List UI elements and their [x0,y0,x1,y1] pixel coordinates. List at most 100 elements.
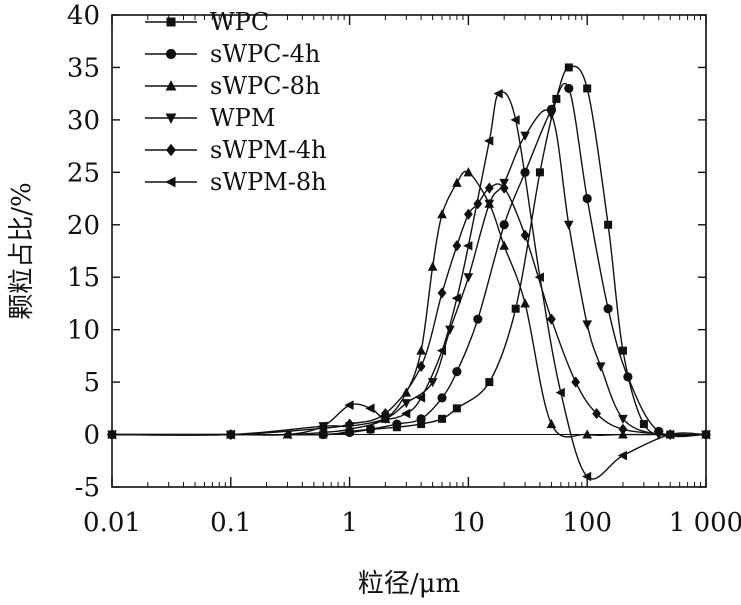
data-point [571,376,581,388]
data-point [563,220,574,230]
series-wpc [108,63,710,439]
data-point [583,84,592,93]
data-point [416,345,426,355]
data-point [535,168,544,177]
x-tick-label: 10 [452,508,485,538]
data-point [452,367,462,377]
x-tick-label: 0.1 [210,508,251,538]
legend-marker [165,113,177,124]
x-tick-label: 1 000 [669,508,741,538]
data-point [618,414,628,425]
data-point [463,240,473,251]
x-tick-labels: 0.01 0.1 1 10 100 1 000 [83,508,741,538]
x-tick-label: 100 [562,508,612,538]
legend-item: WPM [145,104,275,132]
data-point [463,273,474,283]
data-point [436,345,447,356]
legend-item: sWPM-8h [145,168,327,196]
data-point [617,450,627,461]
y-tick-label: 5 [83,368,100,398]
data-point [452,177,462,187]
data-point [225,429,235,440]
data-point [592,407,602,420]
legend-label: sWPM-8h [210,168,327,196]
data-point [438,414,447,423]
data-point [437,287,447,299]
legend-item: sWPC-8h [145,72,320,100]
series-layer [106,63,711,482]
data-point [484,136,494,146]
data-point [582,429,592,439]
data-point [700,429,710,440]
data-point [392,419,402,429]
data-point [437,393,447,403]
data-point [618,346,627,355]
x-tick-label: 0.01 [83,508,141,538]
data-point [417,420,426,429]
legend-item: WPC [145,8,269,36]
data-point [106,429,116,440]
data-point [546,418,557,429]
data-point [437,209,447,219]
data-point [510,115,520,125]
data-point [595,362,606,372]
axis-ticks [111,14,707,488]
legend-marker [165,176,176,188]
series-line [111,82,707,438]
data-point [484,199,495,209]
legend-marker [166,143,176,157]
data-point [318,421,328,431]
data-point [520,229,530,241]
series-wpm [107,109,711,440]
legend-item: sWPC-4h [145,40,320,68]
y-tick-label: 15 [67,263,100,293]
data-point [484,182,494,194]
data-point [564,63,573,72]
legend-label: sWPM-4h [210,136,327,164]
data-point [380,407,390,420]
legend-label: sWPC-8h [210,72,320,100]
data-point [282,429,292,440]
y-tick-label: 0 [83,421,100,451]
data-point [345,418,354,430]
data-point [380,414,390,424]
data-point [499,182,509,194]
series-line [111,65,707,437]
legend-marker [165,48,177,60]
data-point [463,167,474,177]
data-point [582,193,592,204]
y-tick-label: 35 [67,53,100,83]
data-point [451,293,461,303]
data-point [344,400,354,410]
series-swpc-8h [107,167,711,439]
data-point [485,378,494,387]
data-point [582,471,592,482]
data-point [493,88,503,99]
data-point [520,131,530,141]
x-axis-title: 粒径/μm [358,569,460,599]
data-point [546,110,557,120]
data-point [547,313,556,325]
legend-label: WPC [210,8,269,36]
y-tick-label: 30 [67,106,100,136]
y-tick-label: 40 [67,1,100,31]
data-point [416,360,426,372]
data-point [511,304,520,313]
data-point [653,430,664,440]
data-point [604,220,613,229]
legend-label: sWPC-4h [210,40,320,68]
series-line [111,91,707,480]
y-axis-title: 颗粒占比/% [7,182,37,319]
legend-marker [165,80,177,91]
x-tick-label: 1 [341,508,358,538]
series-swpm-8h [106,88,710,482]
data-point [452,240,462,252]
data-point [534,272,544,283]
y-tick-label: 25 [67,158,100,188]
data-point [499,220,509,230]
data-point [582,320,592,330]
data-point [401,408,411,419]
legend-item: sWPM-4h [145,136,327,164]
data-point [618,423,628,435]
legend-marker [166,17,176,27]
